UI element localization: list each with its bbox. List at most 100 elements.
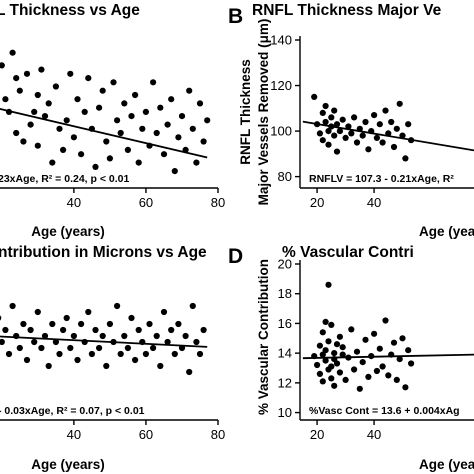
panel-c-data-point [153, 332, 160, 340]
panel-d-data-point [405, 347, 412, 354]
panel-d-data-point [336, 369, 343, 376]
panel-d: D % Vascular Contri % Vascular Contribut… [228, 244, 474, 472]
panel-d-data-point [396, 356, 403, 363]
panel-b-data-point [328, 114, 335, 121]
panel-b-data-point [390, 143, 398, 151]
panel-c-data-point [117, 350, 124, 358]
panel-a-data-point [9, 49, 16, 56]
panel-c-data-point [9, 302, 16, 310]
panel-a-data-point [186, 87, 193, 94]
panel-d-data-point [376, 345, 383, 352]
panel-a-data-point [193, 159, 200, 166]
panel-c-data-point [160, 308, 168, 316]
panel-a-regression-line [0, 107, 208, 159]
panel-c-data-point [56, 350, 63, 358]
panel-d-y-tick-label: 10 [278, 405, 292, 420]
panel-a-data-point [63, 117, 70, 124]
panel-b-data-point [362, 118, 369, 126]
panel-a-x-label: Age (years) [31, 224, 105, 239]
panel-a-data-point [189, 125, 196, 132]
panel-a-data-point [178, 113, 186, 120]
panel-b-data-point [393, 125, 400, 132]
panel-c-x-tick-label: 80 [211, 427, 225, 442]
panel-b-data-point [319, 109, 326, 116]
panel-b-data-point [322, 102, 329, 110]
panel-a-data-point [96, 104, 103, 111]
panel-c-data-point [189, 302, 196, 310]
panel-a-data-point [38, 66, 45, 73]
panel-a-title: L Thickness vs Age [0, 2, 140, 19]
panel-b-data-point [388, 118, 395, 126]
panel-b-data-point [373, 134, 380, 141]
panel-d-data-point [333, 360, 341, 367]
panel-a-data-point [160, 151, 168, 158]
panel-b-data-point [322, 118, 329, 126]
panel-b-data-point [402, 155, 409, 162]
panel-a-data-point [45, 100, 52, 107]
panel-c-data-point [99, 332, 106, 340]
panel-d-data-point [348, 326, 355, 333]
panel-d-data-point [319, 351, 326, 358]
panel-d-data-point [390, 339, 398, 346]
panel-a-data-point [20, 138, 27, 145]
panel-d-data-point [356, 385, 363, 392]
panel-a-data-point [117, 129, 124, 137]
panel-d-data-point [328, 375, 335, 382]
panel-c-data-point [20, 320, 27, 328]
panel-b-x-label: Age (years [419, 224, 474, 239]
panel-a-data-point [132, 91, 139, 99]
panel-c-x-label: Age (years) [31, 457, 105, 472]
panel-d-x-label: Age (years [419, 457, 474, 472]
panel-b-y-label-line-1: RNFL Thickness [238, 59, 253, 165]
panel-c-data-point [114, 302, 121, 310]
panel-a-data-point [34, 142, 41, 149]
panel-c-data-point [70, 332, 77, 340]
panel-c-data-point [106, 320, 113, 328]
panel-a-data-point [85, 75, 92, 82]
panel-b-data-point [339, 116, 346, 123]
panel-a-data-point [13, 75, 20, 82]
panel-a-data-point [128, 113, 135, 120]
panel-d-data-point [331, 382, 338, 389]
panel-a-x-tick-label: 80 [211, 195, 225, 210]
panel-a-data-point [60, 146, 67, 153]
panel-d-data-point [365, 373, 372, 380]
panel-b-data-point [336, 128, 343, 135]
panel-a-data-point [168, 96, 175, 103]
panel-c-data-point [31, 338, 38, 346]
panel-d-regression-line [302, 353, 474, 360]
panel-a-data-point [16, 87, 23, 94]
panel-d-y-tick-label: 16 [278, 316, 292, 331]
panel-b-data-point [399, 132, 406, 139]
panel-a-data-point [81, 108, 88, 115]
panel-d-data-point [402, 384, 409, 391]
panel-b-data-point [359, 132, 366, 139]
panel-c-x-tick-label: 60 [139, 427, 153, 442]
panel-d-data-point [322, 318, 329, 325]
panel-a-equation: 23xAge, R² = 0.24, p < 0.01 [0, 173, 129, 185]
panel-c-data-point [45, 362, 52, 370]
panel-a-data-point [139, 125, 146, 132]
panel-a-data-point [150, 79, 157, 86]
panel-a-data-point [34, 91, 41, 99]
panel-b-data-point [396, 100, 403, 107]
panel-a-data-point [200, 138, 207, 145]
panel-b-data-point [351, 114, 358, 121]
panel-c-data-point [182, 332, 189, 340]
panel-c-data-point [124, 344, 131, 352]
panel-b-data-point [316, 130, 323, 137]
panel-b-data-point [376, 121, 383, 128]
panel-c-data-point [146, 320, 153, 328]
panel-c-x-tick-label: 40 [67, 427, 81, 442]
panel-d-data-point [331, 350, 338, 357]
panel-d-y-tick-label: 14 [278, 346, 292, 361]
panel-d-data-point [319, 378, 326, 385]
panel-d-data-point [371, 330, 378, 337]
panel-d-data-point [319, 329, 326, 336]
panel-d-title: % Vascular Contri [282, 244, 414, 261]
panel-d-data-point [325, 338, 332, 345]
panel-c-data-point [168, 326, 175, 334]
panel-d-data-point [353, 348, 361, 355]
panel-a-data-point [41, 113, 49, 120]
panel-c-data-point [52, 338, 60, 346]
